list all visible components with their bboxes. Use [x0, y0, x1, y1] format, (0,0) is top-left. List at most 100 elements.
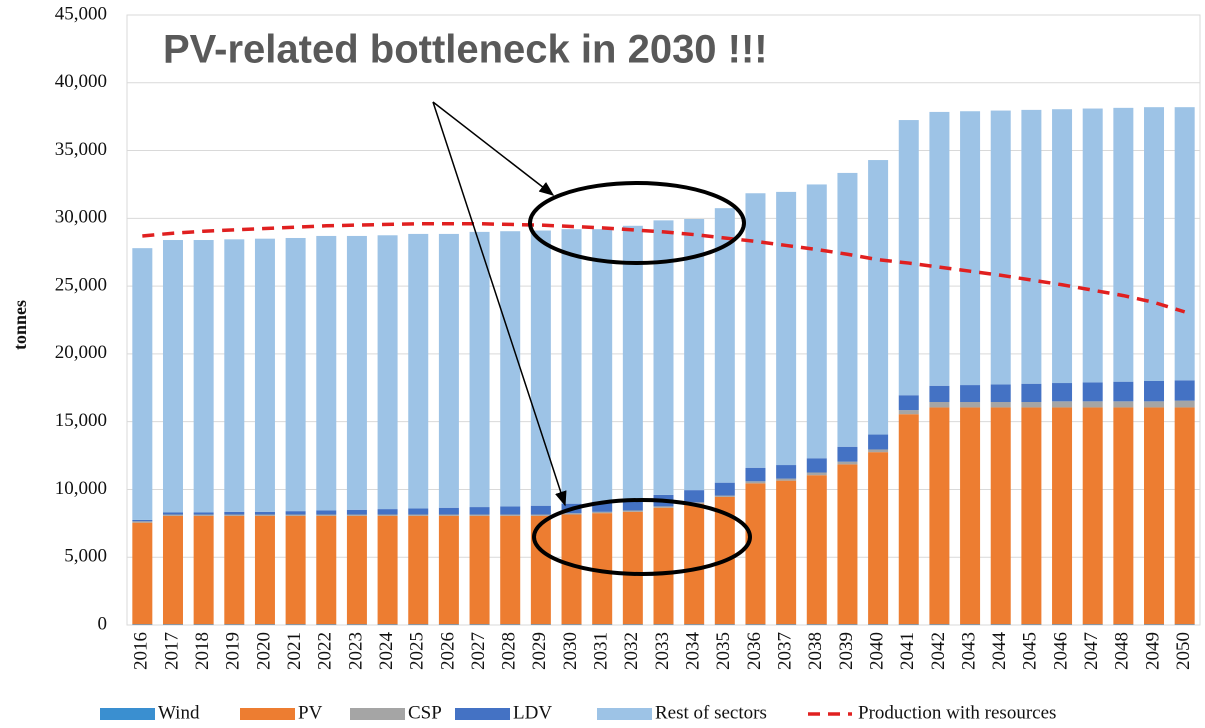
- bar-segment: [254, 238, 275, 512]
- bar-segment: [684, 490, 705, 503]
- bar-segment: [1082, 624, 1103, 625]
- x-tick-label: 2023: [345, 632, 366, 670]
- bar-segment: [254, 624, 275, 625]
- bar-segment: [1144, 401, 1165, 408]
- highlight-ellipse: [528, 181, 746, 265]
- bar-segment: [530, 624, 551, 625]
- legend-label: Rest of sectors: [655, 702, 767, 723]
- bar-segment: [132, 248, 153, 520]
- bar-segment: [745, 624, 766, 625]
- bar-segment: [469, 231, 490, 508]
- bar-segment: [745, 467, 766, 482]
- x-tick-label: 2020: [253, 632, 274, 670]
- bar-segment: [438, 515, 459, 625]
- bar-segment: [377, 514, 398, 516]
- bar-segment: [193, 514, 214, 516]
- bar-segment: [898, 410, 919, 415]
- bar-segment: [929, 407, 950, 625]
- bar-segment: [346, 515, 367, 625]
- bar-segment: [285, 511, 306, 515]
- x-tick-label: 2043: [958, 632, 979, 670]
- bar-segment: [346, 235, 367, 510]
- bar-segment: [714, 482, 735, 496]
- x-tick-label: 2030: [560, 632, 581, 670]
- bar-segment: [438, 507, 459, 515]
- bar-segment: [837, 446, 858, 462]
- bar-segment: [285, 514, 306, 516]
- bar-segment: [714, 624, 735, 625]
- bar-segment: [745, 193, 766, 468]
- bar-segment: [929, 385, 950, 403]
- bar-segment: [960, 402, 981, 408]
- bar-segment: [500, 514, 521, 516]
- x-tick-label: 2026: [437, 632, 458, 670]
- bar-segment: [776, 478, 797, 481]
- legend-swatch: [100, 708, 155, 720]
- bar-segment: [224, 514, 245, 516]
- bar-segment: [592, 624, 613, 625]
- bar-segment: [684, 219, 705, 491]
- bar-segment: [745, 483, 766, 625]
- bar-segment: [438, 624, 459, 625]
- bar-segment: [438, 514, 459, 516]
- bar-segment: [408, 624, 429, 625]
- bar-segment: [408, 508, 429, 515]
- bar-segment: [224, 624, 245, 625]
- bar-segment: [806, 458, 827, 473]
- bar-segment: [377, 624, 398, 625]
- bar-segment: [1052, 109, 1073, 384]
- bar-segment: [592, 229, 613, 502]
- bar-segment: [408, 515, 429, 625]
- bar-segment: [500, 515, 521, 625]
- legend-swatch: [455, 708, 510, 720]
- bar-segment: [469, 624, 490, 625]
- bar-segment: [622, 511, 643, 625]
- y-tick-label: 20,000: [55, 342, 107, 363]
- y-tick-label: 5,000: [64, 546, 107, 567]
- y-tick-label: 30,000: [55, 207, 107, 228]
- legend-label: Wind: [158, 702, 200, 723]
- bar-segment: [960, 624, 981, 625]
- bar-segment: [1174, 400, 1195, 408]
- bar-segment: [837, 624, 858, 625]
- arrow: [432, 101, 555, 196]
- x-tick-label: 2044: [989, 631, 1010, 670]
- bar-segment: [776, 624, 797, 625]
- x-tick-label: 2045: [1020, 632, 1041, 670]
- bar-segment: [132, 624, 153, 625]
- bar-segment: [132, 519, 153, 522]
- bar-segment: [224, 515, 245, 625]
- bar-segment: [162, 514, 183, 516]
- bar-segment: [1082, 407, 1103, 625]
- bar-segment: [776, 191, 797, 466]
- bar-segment: [990, 407, 1011, 625]
- y-tick-label: 10,000: [55, 478, 107, 499]
- bar-segment: [316, 235, 337, 511]
- bar-segment: [622, 624, 643, 625]
- x-tick-label: 2034: [683, 632, 704, 671]
- bar-segment: [1174, 624, 1195, 625]
- annotation: PV-related bottleneck in 2030 !!!: [163, 28, 768, 72]
- legend-label: LDV: [513, 702, 552, 723]
- bar-segment: [1052, 407, 1073, 625]
- bar-segment: [1113, 407, 1134, 625]
- x-tick-label: 2021: [284, 632, 305, 670]
- x-tick-label: 2048: [1112, 632, 1133, 670]
- y-tick-label: 25,000: [55, 274, 107, 295]
- line-series: [142, 222, 1186, 314]
- bar-segment: [714, 495, 735, 497]
- bar-segment: [1113, 107, 1134, 382]
- bar-segment: [1021, 109, 1042, 384]
- bar-segment: [1144, 624, 1165, 625]
- bar-segment: [377, 509, 398, 515]
- bar-segment: [193, 512, 214, 515]
- y-tick-label: 40,000: [55, 71, 107, 92]
- bar-segment: [1144, 407, 1165, 625]
- bar-segment: [561, 514, 582, 625]
- bar-segment: [837, 464, 858, 625]
- bar-segment: [1021, 383, 1042, 403]
- bar-segment: [592, 513, 613, 625]
- bar-segment: [316, 624, 337, 625]
- x-tick-label: 2022: [315, 632, 336, 670]
- bar-segment: [806, 475, 827, 625]
